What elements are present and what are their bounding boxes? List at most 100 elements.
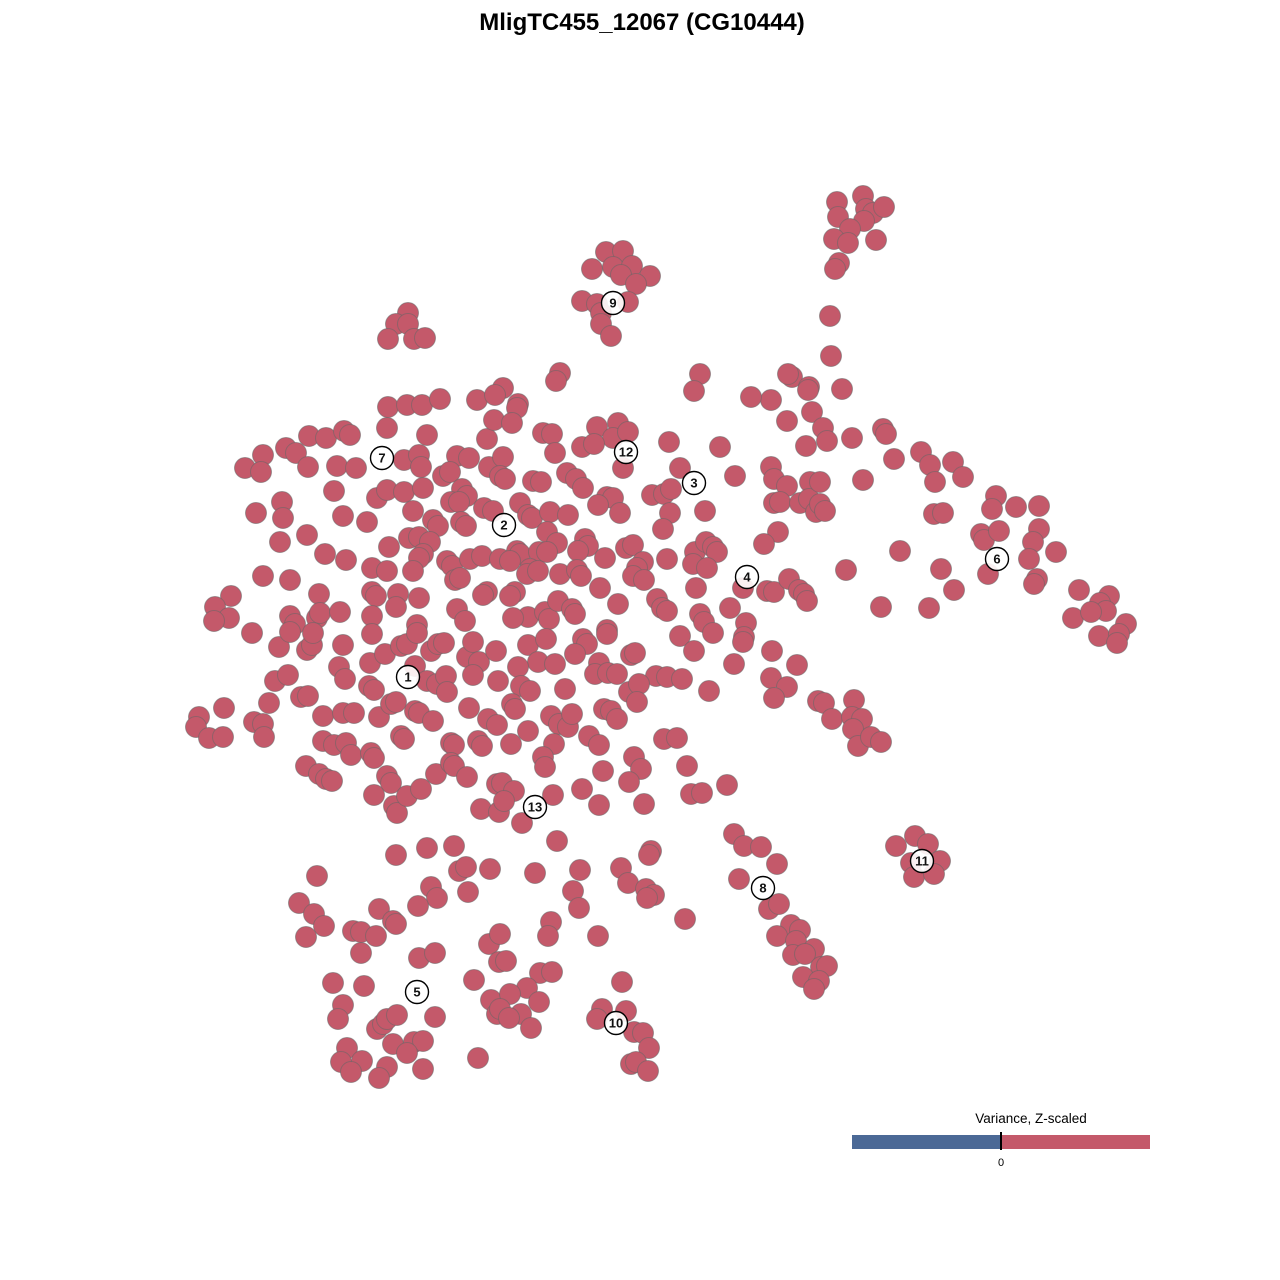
data-point bbox=[504, 698, 526, 720]
data-point bbox=[296, 524, 318, 546]
cluster-label-circle bbox=[603, 1010, 629, 1036]
data-point bbox=[870, 731, 892, 753]
data-point bbox=[694, 500, 716, 522]
cluster-label-number: 12 bbox=[619, 445, 633, 460]
data-point bbox=[988, 520, 1010, 542]
data-point bbox=[546, 830, 568, 852]
data-point bbox=[638, 844, 660, 866]
data-point bbox=[268, 636, 290, 658]
data-point bbox=[728, 868, 750, 890]
data-point bbox=[709, 436, 731, 458]
data-point bbox=[656, 600, 678, 622]
cluster-label-circle bbox=[491, 512, 517, 538]
data-point bbox=[637, 1060, 659, 1082]
data-point bbox=[363, 747, 385, 769]
data-point bbox=[626, 691, 648, 713]
data-point bbox=[269, 531, 291, 553]
data-point bbox=[702, 622, 724, 644]
data-point bbox=[406, 622, 428, 644]
data-point bbox=[1068, 579, 1090, 601]
data-point bbox=[554, 678, 576, 700]
data-point bbox=[600, 325, 622, 347]
data-point bbox=[569, 859, 591, 881]
data-point bbox=[750, 836, 772, 858]
data-point bbox=[467, 1047, 489, 1069]
cluster-label-6: 6 bbox=[984, 546, 1010, 572]
data-point bbox=[253, 726, 275, 748]
data-point bbox=[502, 607, 524, 629]
data-point bbox=[652, 518, 674, 540]
cluster-label-circle bbox=[909, 848, 935, 874]
cluster-label-number: 10 bbox=[609, 1016, 623, 1031]
data-point bbox=[534, 756, 556, 778]
data-point bbox=[669, 457, 691, 479]
data-point bbox=[1023, 573, 1045, 595]
data-point bbox=[489, 923, 511, 945]
data-point bbox=[930, 558, 952, 580]
colorbar-negative-segment bbox=[852, 1135, 1001, 1149]
cluster-label-number: 1 bbox=[404, 670, 411, 685]
data-point bbox=[365, 925, 387, 947]
data-point bbox=[539, 501, 561, 523]
data-point bbox=[213, 697, 235, 719]
data-point bbox=[624, 642, 646, 664]
cluster-label-9: 9 bbox=[600, 290, 626, 316]
data-point bbox=[768, 893, 790, 915]
data-point bbox=[769, 491, 791, 513]
data-point bbox=[408, 587, 430, 609]
data-point bbox=[761, 640, 783, 662]
cluster-label-circle bbox=[734, 564, 760, 590]
data-point bbox=[706, 541, 728, 563]
data-point bbox=[220, 585, 242, 607]
data-point bbox=[537, 925, 559, 947]
data-point bbox=[924, 471, 946, 493]
data-point bbox=[363, 784, 385, 806]
data-point bbox=[889, 540, 911, 562]
data-point bbox=[609, 502, 631, 524]
data-point bbox=[633, 569, 655, 591]
data-point bbox=[636, 887, 658, 909]
data-point bbox=[454, 610, 476, 632]
data-point bbox=[696, 557, 718, 579]
data-point bbox=[433, 632, 455, 654]
data-point bbox=[587, 494, 609, 516]
data-point bbox=[816, 430, 838, 452]
data-point bbox=[332, 505, 354, 527]
data-point bbox=[797, 379, 819, 401]
cluster-label-circle bbox=[613, 439, 639, 465]
data-point bbox=[498, 1007, 520, 1029]
data-point bbox=[272, 507, 294, 529]
data-point bbox=[410, 456, 432, 478]
data-point bbox=[596, 623, 618, 645]
data-point bbox=[380, 772, 402, 794]
data-point bbox=[495, 950, 517, 972]
data-point bbox=[622, 534, 644, 556]
data-point bbox=[542, 784, 564, 806]
data-point bbox=[297, 685, 319, 707]
data-point bbox=[530, 471, 552, 493]
data-point bbox=[385, 596, 407, 618]
data-point bbox=[541, 423, 563, 445]
data-point bbox=[470, 798, 492, 820]
data-point bbox=[763, 687, 785, 709]
data-point bbox=[606, 663, 628, 685]
data-point bbox=[416, 424, 438, 446]
data-point bbox=[363, 679, 385, 701]
data-point bbox=[824, 258, 846, 280]
data-point bbox=[455, 515, 477, 537]
cluster-label-10: 10 bbox=[603, 1010, 629, 1036]
data-point bbox=[674, 908, 696, 930]
data-point bbox=[528, 991, 550, 1013]
data-point bbox=[589, 577, 611, 599]
data-point bbox=[350, 942, 372, 964]
data-point bbox=[801, 401, 823, 423]
data-point bbox=[312, 705, 334, 727]
data-point bbox=[588, 794, 610, 816]
data-point bbox=[424, 942, 446, 964]
data-point bbox=[683, 380, 705, 402]
data-point bbox=[500, 733, 522, 755]
data-point bbox=[511, 812, 533, 834]
data-point bbox=[588, 734, 610, 756]
data-point bbox=[245, 502, 267, 524]
